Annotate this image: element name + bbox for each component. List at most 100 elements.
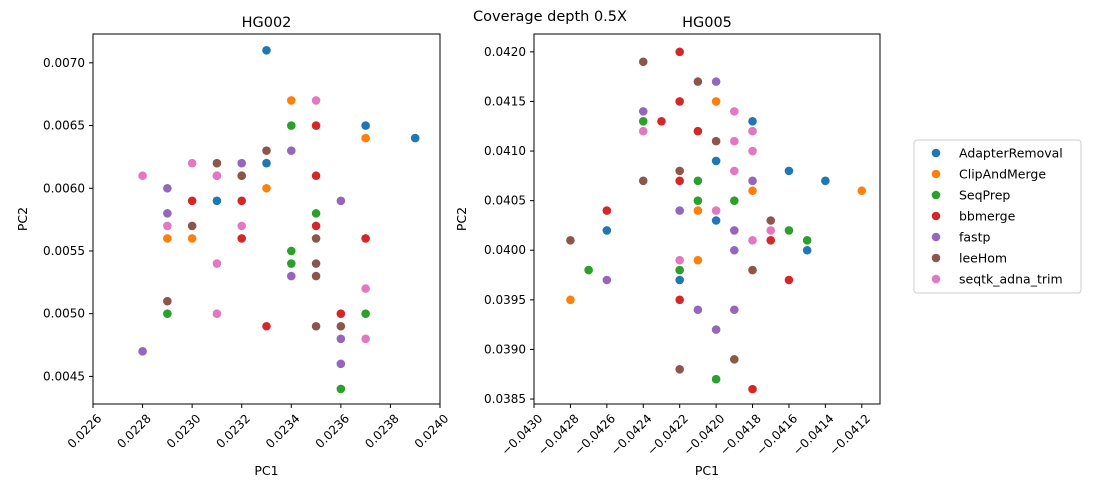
point-hg005-fastp-4 — [730, 226, 739, 235]
point-hg002-leehom-5 — [311, 259, 321, 268]
point-hg005-leehom-4 — [638, 176, 648, 186]
legend-label-fastp: fastp — [959, 230, 990, 245]
point-hg005-leehom-2 — [711, 136, 721, 146]
point-hg005-clipandmerge-4 — [693, 255, 703, 265]
point-hg002-fastp-0 — [286, 146, 296, 155]
point-hg005-clipandmerge-5 — [566, 295, 575, 305]
x-axis-label: PC1 — [695, 463, 719, 478]
point-hg002-adapterremoval-1 — [361, 121, 370, 130]
point-hg005-seqtk-adna-trim-9 — [675, 255, 684, 265]
point-hg005-leehom-5 — [766, 216, 776, 225]
point-hg002-seqtk-adna-trim-0 — [311, 96, 321, 105]
point-hg002-bbmerge-4 — [237, 234, 247, 243]
point-hg002-leehom-6 — [311, 271, 321, 281]
point-hg005-clipandmerge-0 — [711, 97, 721, 106]
point-hg002-bbmerge-8 — [336, 309, 346, 318]
y-axis-label: PC2 — [454, 207, 469, 231]
point-hg005-adapterremoval-3 — [821, 176, 830, 186]
point-hg002-bbmerge-6 — [361, 234, 370, 243]
legend-marker-leehom — [931, 253, 941, 263]
point-hg002-seqtk-adna-trim-2 — [138, 171, 147, 181]
legend: AdapterRemoval ClipAndMerge SeqPrep bbmerge… — [913, 139, 1082, 294]
point-hg005-seqtk-adna-trim-4 — [748, 146, 757, 156]
point-hg005-adapterremoval-4 — [711, 216, 721, 225]
point-hg002-seqprep-2 — [286, 246, 296, 256]
panel-title-hg005: HG005 — [682, 15, 732, 31]
point-hg002-seqtk-adna-trim-6 — [212, 259, 222, 268]
point-hg005-bbmerge-0 — [675, 47, 684, 57]
legend-marker-clipandmerge — [931, 169, 941, 179]
y-tick-label: 0.0045 — [43, 369, 85, 383]
axes-frame-hg005 — [533, 33, 881, 405]
point-hg005-seqprep-8 — [711, 374, 721, 384]
legend-label-seqtk-adna-trim: seqtk_adna_trim — [959, 272, 1063, 287]
point-hg002-leehom-7 — [163, 296, 172, 306]
point-hg002-seqprep-3 — [286, 259, 296, 268]
x-tick-label: 0.0234 — [263, 411, 303, 451]
point-hg002-fastp-6 — [286, 271, 296, 281]
point-hg002-adapterremoval-0 — [262, 46, 271, 55]
point-hg002-seqtk-adna-trim-4 — [163, 221, 172, 231]
point-hg005-fastp-6 — [602, 275, 612, 285]
legend-label-clipandmerge: ClipAndMerge — [959, 167, 1046, 182]
point-hg002-bbmerge-2 — [187, 196, 197, 206]
x-tick-label: 0.0240 — [412, 411, 452, 451]
point-hg002-seqprep-6 — [336, 384, 346, 394]
point-hg005-fastp-9 — [711, 325, 721, 334]
point-hg005-fastp-0 — [711, 77, 721, 86]
legend-label-leehom: leeHom — [959, 251, 1007, 266]
point-hg005-bbmerge-5 — [602, 206, 612, 215]
y-tick-label: 0.0390 — [484, 342, 526, 356]
point-hg002-adapterremoval-4 — [212, 196, 222, 206]
y-tick-label: 0.0060 — [43, 181, 85, 195]
point-hg005-bbmerge-8 — [675, 295, 684, 305]
point-hg005-leehom-1 — [693, 77, 703, 86]
point-hg002-leehom-8 — [311, 321, 321, 331]
point-hg005-leehom-0 — [638, 57, 648, 67]
point-hg002-fastp-7 — [336, 334, 346, 344]
point-hg005-adapterremoval-7 — [675, 275, 684, 285]
point-hg005-leehom-8 — [730, 355, 739, 364]
point-hg002-bbmerge-5 — [311, 221, 321, 231]
point-hg002-fastp-5 — [336, 196, 346, 206]
x-tick-label: 0.0232 — [213, 411, 253, 451]
point-hg005-adapterremoval-2 — [784, 166, 794, 176]
x-tick-label: 0.0230 — [164, 411, 204, 451]
point-hg005-bbmerge-2 — [657, 116, 666, 126]
point-hg005-bbmerge-4 — [675, 176, 684, 186]
point-hg005-fastp-8 — [730, 305, 739, 315]
point-hg002-adapterremoval-2 — [410, 133, 420, 143]
y-tick-label: 0.0385 — [484, 392, 526, 406]
point-hg002-fastp-8 — [336, 359, 346, 369]
point-hg005-seqprep-7 — [675, 265, 684, 275]
point-hg005-seqtk-adna-trim-3 — [730, 136, 739, 146]
point-hg005-leehom-3 — [675, 166, 684, 176]
point-hg002-fastp-4 — [163, 209, 172, 218]
point-hg005-seqprep-0 — [638, 116, 648, 126]
point-hg002-seqprep-1 — [311, 209, 321, 218]
y-tick-label: 0.0050 — [43, 307, 85, 321]
point-hg005-seqprep-5 — [802, 236, 812, 245]
x-tick-label: 0.0226 — [65, 411, 105, 451]
point-hg005-seqtk-adna-trim-6 — [711, 206, 721, 215]
point-hg005-leehom-6 — [566, 236, 575, 245]
point-hg002-leehom-9 — [336, 321, 346, 331]
point-hg002-leehom-4 — [311, 234, 321, 243]
point-hg005-adapterremoval-5 — [602, 226, 612, 235]
point-hg005-bbmerge-6 — [766, 236, 776, 245]
y-tick-label: 0.0410 — [484, 144, 526, 158]
legend-marker-adapterremoval — [931, 148, 941, 158]
point-hg005-bbmerge-7 — [784, 275, 794, 285]
legend-marker-seqprep — [931, 190, 941, 200]
point-hg002-seqtk-adna-trim-1 — [187, 158, 197, 168]
point-hg005-seqprep-6 — [584, 265, 593, 275]
point-hg005-bbmerge-1 — [675, 97, 684, 106]
point-hg005-adapterremoval-0 — [748, 116, 757, 126]
point-hg002-leehom-3 — [187, 221, 197, 231]
point-hg002-seqtk-adna-trim-7 — [212, 309, 222, 318]
point-hg002-seqtk-adna-trim-9 — [361, 334, 370, 344]
point-hg002-bbmerge-3 — [237, 196, 247, 206]
axes-frame-hg002 — [92, 33, 441, 405]
